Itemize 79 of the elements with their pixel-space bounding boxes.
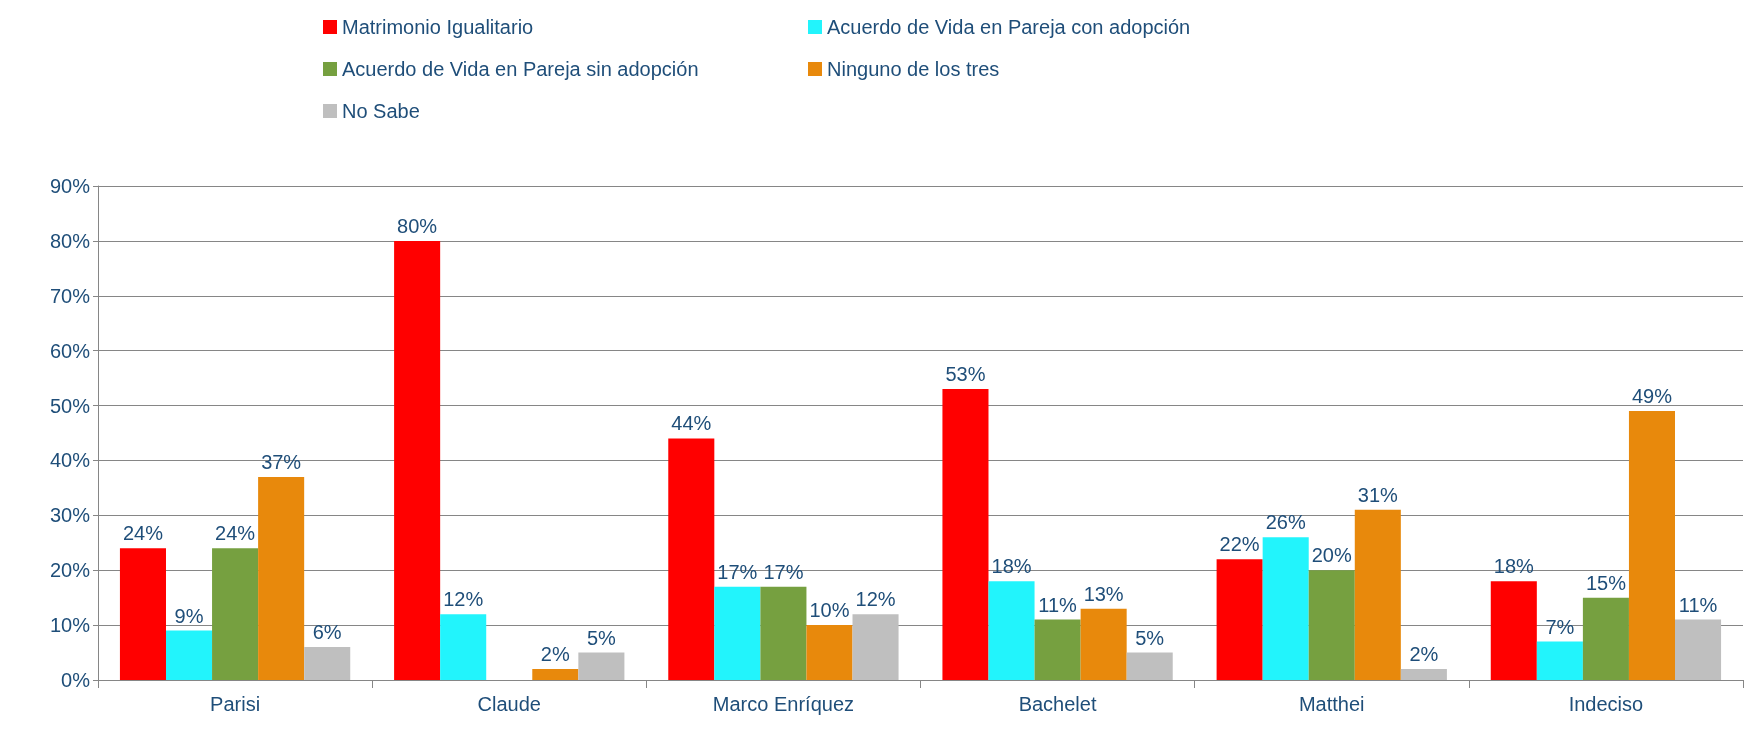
data-label: 18%: [1493, 555, 1535, 578]
data-label: 11%: [1038, 593, 1078, 616]
data-label: 9%: [174, 604, 204, 627]
data-label: 17%: [717, 560, 758, 583]
y-tick-label: 10%: [49, 614, 91, 637]
data-label: 6%: [312, 621, 342, 644]
bar: [852, 614, 899, 680]
bar: [1216, 559, 1263, 680]
data-label: 18%: [991, 555, 1032, 578]
legend-label: Acuerdo de Vida en Pareja con adopción: [827, 16, 1191, 38]
data-label: 22%: [1219, 533, 1260, 556]
data-label: 2%: [540, 643, 570, 666]
bar: [532, 669, 579, 680]
data-label: 5%: [1135, 626, 1165, 649]
bar: [1308, 570, 1355, 680]
data-label: 10%: [809, 599, 850, 622]
bar: [1490, 581, 1537, 680]
data-label: 20%: [1311, 544, 1352, 567]
legend-label: Matrimonio Igualitario: [342, 16, 534, 38]
bar: [1582, 597, 1629, 680]
data-label: 24%: [122, 522, 164, 545]
bar: [760, 586, 807, 680]
bar: [119, 548, 166, 680]
bar: [1628, 411, 1676, 680]
data-label: 31%: [1357, 483, 1399, 506]
bar: [1536, 641, 1583, 680]
bar: [988, 581, 1035, 680]
y-tick-label: 80%: [49, 229, 91, 252]
bar: [212, 548, 259, 680]
data-label: 17%: [763, 560, 804, 583]
bar: [714, 586, 761, 680]
x-tick-label: Claude: [477, 693, 541, 715]
bar: [165, 630, 213, 680]
bar: [1675, 619, 1722, 680]
x-tick-label: Parisi: [210, 693, 261, 715]
x-tick-label: Indeciso: [1568, 693, 1644, 715]
bar: [1080, 608, 1127, 680]
bar: [806, 625, 853, 680]
legend-label: Ninguno de los tres: [827, 58, 1000, 80]
y-tick-label: 0%: [61, 669, 91, 691]
x-tick-label: Marco Enríquez: [712, 693, 854, 715]
data-label: 12%: [855, 588, 896, 611]
y-tick-label: 20%: [49, 559, 91, 582]
legend-label: Acuerdo de Vida en Pareja sin adopción: [342, 58, 699, 80]
bar: [942, 389, 989, 680]
y-tick-label: 90%: [49, 175, 91, 197]
y-tick-label: 60%: [49, 339, 91, 362]
bar: [394, 240, 441, 680]
data-label: 7%: [1545, 615, 1575, 638]
data-label: 24%: [215, 522, 256, 545]
bar: [258, 476, 305, 680]
y-tick-label: 40%: [49, 449, 91, 472]
data-label: 53%: [945, 363, 986, 386]
x-tick-label: Bachelet: [1018, 693, 1097, 715]
data-label: 26%: [1265, 511, 1306, 534]
data-label: 11%: [1678, 593, 1718, 616]
y-tick-label: 50%: [49, 394, 91, 417]
data-label: 15%: [1585, 571, 1627, 594]
data-label: 80%: [397, 214, 438, 237]
x-tick-label: Matthei: [1298, 693, 1365, 715]
data-label: 44%: [671, 412, 712, 435]
bar: [1354, 509, 1401, 680]
data-label: 2%: [1409, 643, 1439, 666]
bar: [578, 652, 625, 680]
bar: [1126, 652, 1173, 680]
data-label: 13%: [1083, 582, 1124, 605]
legend-label: No Sabe: [342, 100, 420, 122]
data-label: 37%: [261, 450, 302, 473]
y-tick-label: 70%: [49, 284, 91, 307]
bar: [1034, 619, 1081, 680]
bar: [304, 647, 351, 680]
bar: [1400, 669, 1447, 680]
data-label: 49%: [1631, 385, 1673, 408]
data-label: 12%: [443, 588, 484, 611]
bar: [1262, 537, 1309, 680]
data-label: 5%: [586, 626, 617, 649]
y-tick-label: 30%: [49, 504, 91, 527]
bar: [440, 614, 487, 680]
bar: [668, 438, 715, 680]
